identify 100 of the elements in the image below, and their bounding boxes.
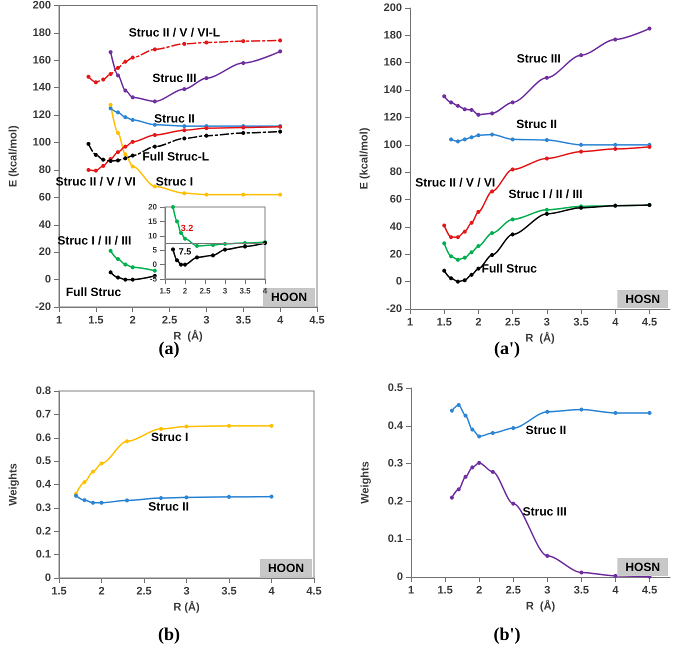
point <box>108 159 113 164</box>
point <box>545 554 550 558</box>
point <box>182 124 186 128</box>
point <box>152 122 157 127</box>
point <box>510 100 515 104</box>
series-label: Full Struc <box>482 262 538 276</box>
point <box>243 244 247 248</box>
y-tick-label: 180 <box>384 29 402 42</box>
x-tick-label: 3 <box>544 316 550 328</box>
point <box>464 474 468 479</box>
text: (b) <box>158 624 180 644</box>
point <box>130 140 135 144</box>
x-tick-label: 4.5 <box>642 316 658 328</box>
point <box>476 112 480 117</box>
point <box>470 465 474 470</box>
point <box>211 253 215 258</box>
point <box>100 461 104 466</box>
series-label: Struc I <box>150 430 188 444</box>
series-label: Struc III <box>522 504 567 519</box>
x-tick-label: 1 <box>408 584 414 596</box>
y-tick-label: 200 <box>384 2 402 14</box>
point <box>456 403 461 408</box>
point <box>182 128 186 132</box>
x-axis-title: R (Å) <box>173 600 200 614</box>
point <box>130 118 135 122</box>
point <box>130 154 135 158</box>
point <box>159 426 163 431</box>
point <box>456 487 461 492</box>
point <box>116 257 120 262</box>
point <box>270 424 274 428</box>
point <box>182 136 186 140</box>
x-tick-label: 4.5 <box>306 586 322 598</box>
point <box>91 500 95 505</box>
point <box>510 232 515 236</box>
point <box>101 158 106 162</box>
x-tick-label: 1.5 <box>436 316 452 328</box>
annotation: HOON <box>268 561 304 575</box>
x-tick-label: 4.5 <box>309 314 325 326</box>
point <box>544 76 549 80</box>
point <box>130 164 135 169</box>
point <box>204 134 208 138</box>
point <box>184 495 188 500</box>
point <box>130 278 135 282</box>
point <box>82 498 86 502</box>
x-tick-label: 4 <box>612 584 620 596</box>
point <box>470 428 474 432</box>
point <box>462 107 467 112</box>
x-tick-label: 3 <box>183 586 190 598</box>
point <box>241 39 246 44</box>
point <box>101 78 106 82</box>
point <box>116 130 120 135</box>
y-axis-title: E (kcal/mol) <box>8 125 20 188</box>
point <box>613 142 618 147</box>
point <box>159 496 163 500</box>
y-tick-label: 15 <box>148 216 158 226</box>
point <box>182 87 186 92</box>
annotation: HOON <box>271 290 307 304</box>
point <box>125 439 129 444</box>
point <box>270 494 274 499</box>
point <box>470 135 474 140</box>
point <box>449 235 454 240</box>
series-label: Struc II <box>154 111 195 126</box>
point <box>464 414 468 418</box>
point <box>123 262 128 267</box>
point <box>579 570 584 574</box>
point <box>94 152 98 157</box>
point <box>278 192 282 197</box>
point <box>86 74 90 79</box>
point <box>171 247 175 252</box>
y-tick-label: 0.3 <box>36 502 51 514</box>
point <box>579 408 584 412</box>
point <box>462 137 467 142</box>
point <box>204 192 208 197</box>
point <box>490 231 494 236</box>
x-tick-label: 3 <box>544 584 550 596</box>
y-tick-label: 0.5 <box>388 382 403 394</box>
y-tick-label: 100 <box>32 136 51 149</box>
point <box>123 278 128 282</box>
point <box>613 37 618 42</box>
point <box>613 410 618 415</box>
point <box>116 66 120 70</box>
y-tick-label: 0 <box>44 572 51 584</box>
point <box>195 244 199 248</box>
point <box>116 276 120 280</box>
series-label: Struc II / V / VI-L <box>128 25 220 40</box>
point <box>456 258 460 262</box>
point <box>278 38 282 42</box>
point <box>108 50 113 54</box>
point <box>241 192 246 197</box>
series-label: Full Struc <box>66 284 122 299</box>
x-tick-label: 2 <box>476 584 482 596</box>
x-tick-label: 4.5 <box>642 584 658 596</box>
point <box>108 102 113 107</box>
point <box>449 254 454 258</box>
point <box>175 258 179 262</box>
y-tick-label: 0.4 <box>36 478 52 490</box>
x-tick-label: 4 <box>612 316 620 328</box>
text: (b') <box>494 624 521 644</box>
point <box>108 106 113 110</box>
point <box>510 217 515 222</box>
